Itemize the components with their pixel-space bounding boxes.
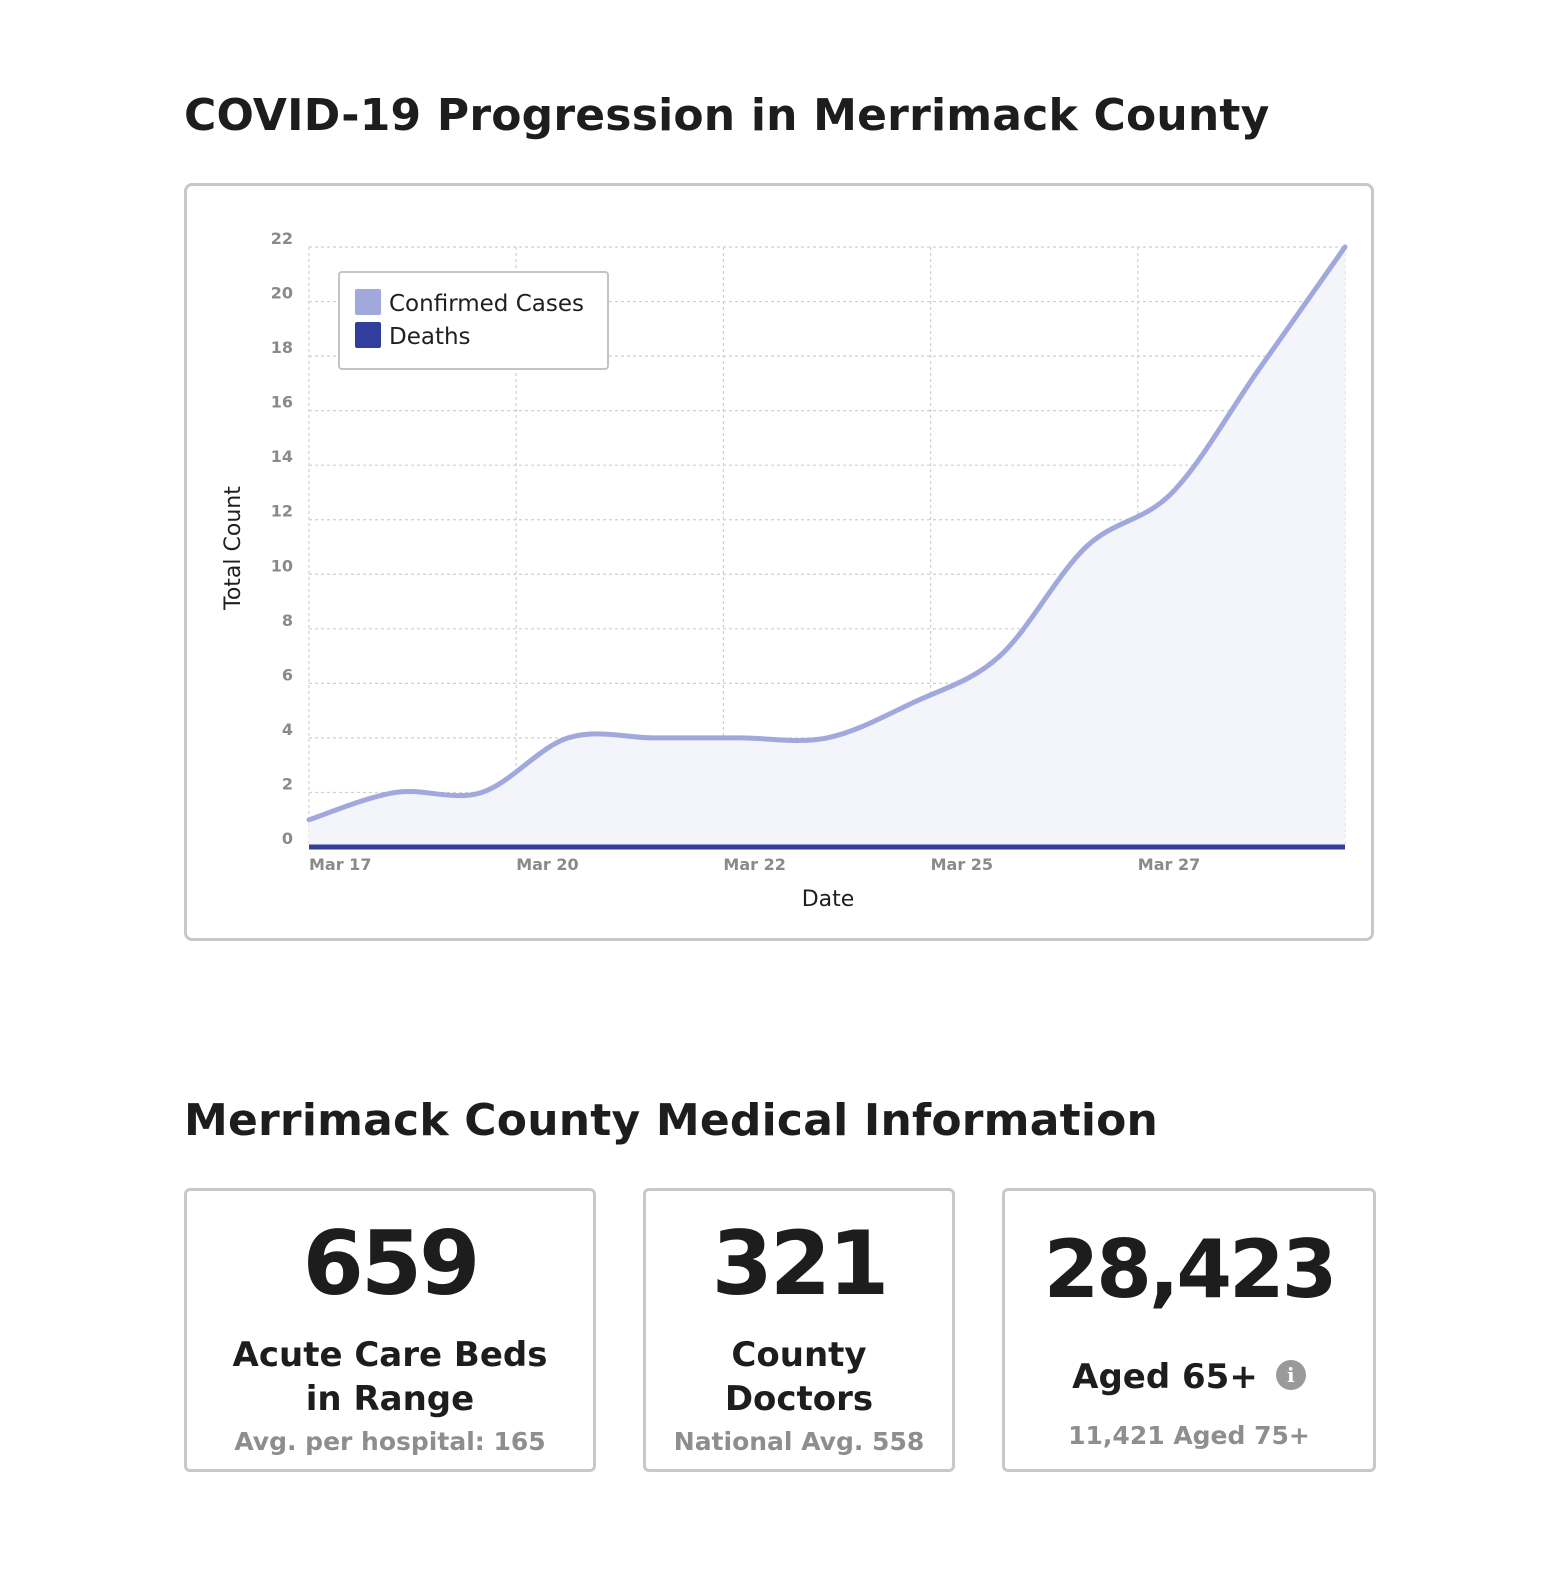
- x-axis-label: Date: [802, 887, 855, 912]
- y-tick-label: 12: [271, 502, 293, 521]
- confirmed-cases-area: [309, 247, 1345, 847]
- legend-swatch-deaths: [355, 322, 381, 348]
- y-tick-label: 4: [282, 720, 293, 739]
- aged-65-label: Aged 65+: [1072, 1357, 1258, 1397]
- y-tick-label: 18: [271, 338, 293, 357]
- y-tick-label: 14: [271, 447, 293, 466]
- info-icon[interactable]: i: [1275, 1359, 1306, 1390]
- county-doctors-label: County: [731, 1335, 867, 1375]
- acute-care-beds-label-2: in Range: [305, 1379, 475, 1419]
- aged-65-value: 28,423: [1043, 1223, 1338, 1316]
- y-axis-label: Total Count: [221, 486, 246, 611]
- acute-care-beds-card: 659 Acute Care Beds in Range Avg. per ho…: [184, 1188, 596, 1472]
- y-tick-label: 2: [282, 774, 293, 793]
- county-doctors-label-2: Doctors: [724, 1379, 874, 1419]
- x-tick-label: Mar 17: [309, 855, 371, 874]
- chart-section-title: COVID-19 Progression in Merrimack County: [184, 90, 1270, 141]
- y-tick-label: 20: [271, 284, 293, 303]
- chart-legend: Confirmed Cases Deaths: [338, 271, 609, 370]
- x-tick-label: Mar 25: [931, 855, 993, 874]
- legend-label-confirmed: Confirmed Cases: [389, 291, 584, 317]
- aged-65-label-row: Aged 65+ i: [1005, 1355, 1373, 1399]
- covid-progression-chart: 0 2 4 6 8 10 12 14 16 18 20 22 Mar 17 Mar 20 Mar 22 Ma…: [221, 229, 1348, 912]
- x-tick-label: Mar 22: [723, 855, 785, 874]
- y-tick-label: 0: [282, 829, 293, 848]
- county-doctors-card: 321 County Doctors National Avg. 558: [643, 1188, 955, 1472]
- y-tick-label: 22: [271, 229, 293, 248]
- acute-care-beds-value: 659: [302, 1212, 481, 1315]
- y-tick-label: 6: [282, 665, 293, 684]
- x-tick-label: Mar 20: [516, 855, 578, 874]
- acute-care-beds-label: Acute Care Beds: [232, 1335, 548, 1375]
- confirmed-cases-line: [306, 244, 1348, 823]
- county-doctors-value: 321: [711, 1212, 890, 1315]
- chart-card: 0 2 4 6 8 10 12 14 16 18 20 22 Mar 17 Mar 20 Mar 22 Ma…: [184, 183, 1374, 941]
- aged-75-sub: 11,421 Aged 75+: [1068, 1421, 1310, 1450]
- legend-swatch-confirmed: [355, 289, 381, 315]
- county-doctors-sub: National Avg. 558: [673, 1427, 925, 1456]
- y-tick-label: 8: [282, 611, 293, 630]
- aged-65-card: 28,423 Aged 65+ i 11,421 Aged 75+: [1002, 1188, 1376, 1472]
- y-tick-label: 10: [271, 556, 293, 575]
- x-tick-label: Mar 27: [1138, 855, 1200, 874]
- legend-label-deaths: Deaths: [389, 324, 471, 350]
- y-tick-label: 16: [271, 393, 293, 412]
- medical-section-title: Merrimack County Medical Information: [184, 1095, 1159, 1146]
- acute-care-beds-sub: Avg. per hospital: 165: [234, 1427, 546, 1456]
